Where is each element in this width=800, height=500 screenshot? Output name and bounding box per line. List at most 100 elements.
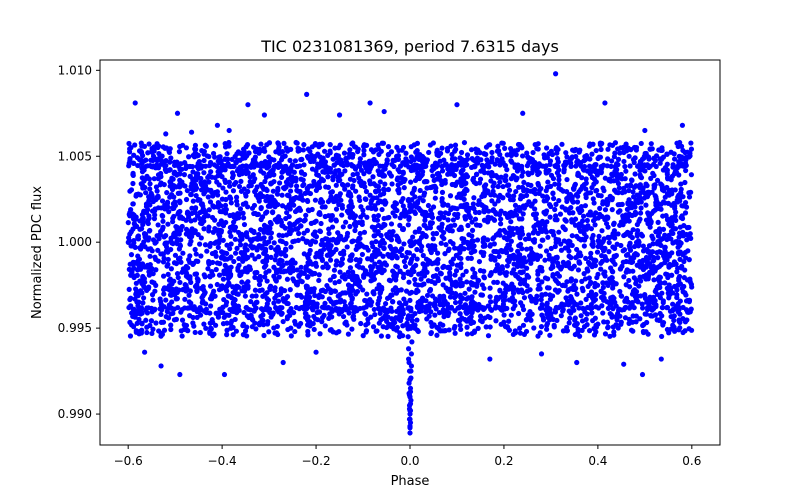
band-point [680,194,686,200]
band-point [289,178,296,185]
band-point [552,217,558,223]
band-point [662,245,668,251]
band-point [552,181,558,187]
band-point [337,191,343,197]
band-point [357,230,363,237]
band-point [634,221,640,228]
band-point [202,182,209,189]
band-point [638,205,644,211]
band-edge-point [458,149,465,156]
band-point [631,184,637,190]
band-point [487,242,494,248]
band-point [138,288,144,294]
band-point [688,172,695,178]
band-edge-point [551,322,557,328]
band-point [165,271,171,277]
band-edge-point [403,156,409,162]
band-edge-point [617,150,623,156]
band-edge-point [469,305,475,311]
band-edge-point [413,149,419,155]
band-point [470,177,476,183]
band-point [217,261,223,267]
band-point [614,241,620,247]
band-point [664,171,670,177]
band-edge-point [130,324,137,330]
band-point [273,252,279,258]
band-point [500,291,506,297]
band-point [633,298,639,304]
band-edge-point [327,142,333,148]
band-point [585,212,591,218]
band-point [629,177,635,183]
band-edge-point [357,156,363,162]
band-edge-point [376,306,382,312]
band-edge-point [244,333,250,339]
band-edge-point [126,304,132,311]
band-point [164,190,170,196]
band-point [216,221,222,227]
band-point [372,227,378,233]
band-point [680,203,686,209]
band-edge-point [414,317,420,323]
band-edge-point [258,141,264,147]
band-edge-point [132,142,138,148]
band-point [581,243,587,249]
band-point [617,208,623,214]
band-point [513,212,520,218]
band-point [353,246,359,253]
band-edge-point [161,327,168,333]
band-point [496,253,502,260]
band-point [172,252,179,258]
band-point [126,235,132,241]
band-point [669,218,675,224]
band-point [447,294,454,300]
band-point [314,301,320,307]
band-point [664,217,671,223]
band-point [458,243,464,249]
band-point [582,237,588,243]
band-point [212,240,218,246]
band-edge-point [577,333,583,339]
band-point [682,210,689,216]
band-edge-point [649,146,655,152]
band-point [569,217,575,223]
band-point [422,232,429,239]
band-point [508,219,514,225]
band-point [227,274,233,280]
band-point [250,236,256,242]
band-edge-point [272,330,278,336]
band-point [610,294,616,300]
band-point [207,242,213,248]
band-edge-point [464,152,471,158]
band-point [644,183,650,189]
band-edge-point [379,140,385,146]
band-point [249,293,255,299]
band-edge-point [273,162,279,169]
band-edge-point [495,143,501,149]
band-point [400,226,406,233]
band-point [234,245,240,251]
band-edge-point [153,320,159,326]
band-point [652,298,658,304]
band-point [143,286,150,293]
band-point [512,202,519,209]
band-point [662,194,668,200]
band-point [316,210,323,216]
band-point [409,289,415,295]
band-edge-point [332,145,338,151]
band-point [512,298,518,304]
band-point [326,246,332,252]
band-edge-point [241,149,247,155]
band-point [128,295,134,301]
band-point [397,222,403,228]
band-point [288,259,294,265]
band-edge-point [301,162,307,168]
band-point [654,250,660,256]
band-point [170,205,176,211]
band-point [600,199,606,205]
band-edge-point [322,159,329,165]
band-edge-point [680,156,686,162]
band-edge-point [134,155,141,161]
band-point [403,288,410,294]
band-edge-point [292,328,298,335]
